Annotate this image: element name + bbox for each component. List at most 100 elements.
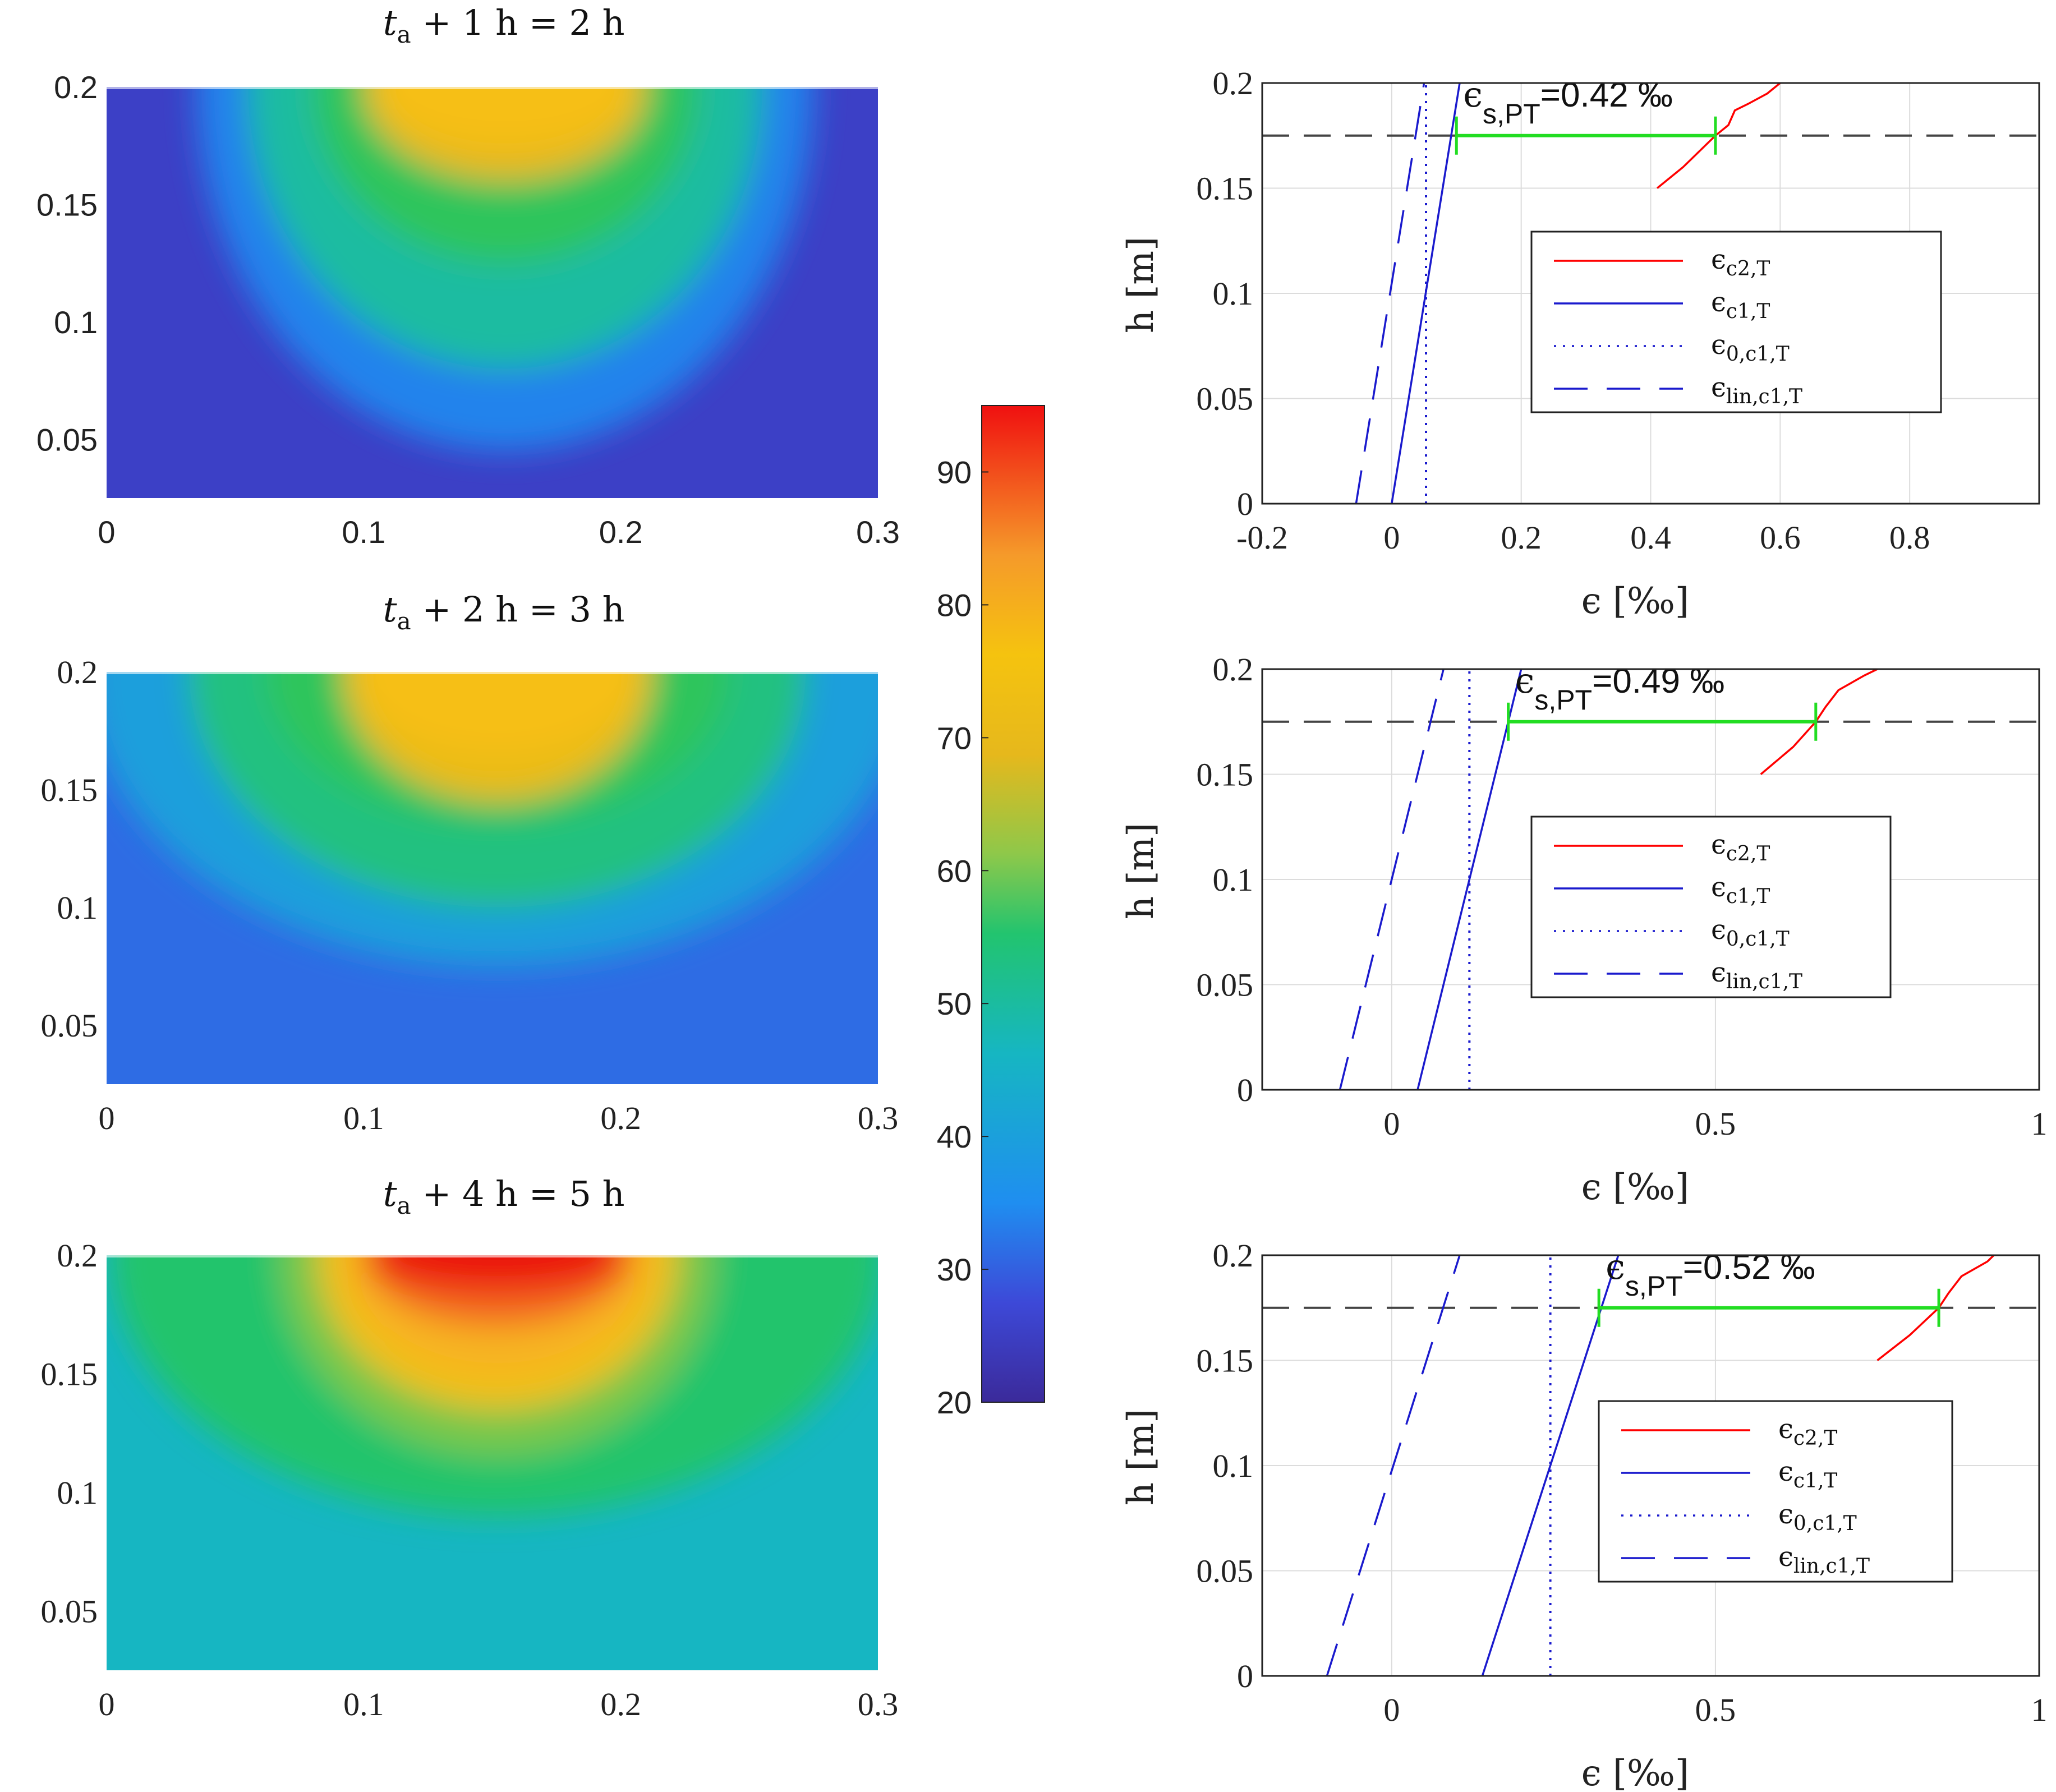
legend-symbol: ϵ <box>1711 244 1726 275</box>
annotation-label: ϵs,PT=0.52 ‰ <box>1606 1246 1815 1302</box>
chart-xlabel: ϵ [‰] <box>1581 1167 1689 1208</box>
heatmap-xtick-label: 0.2 <box>599 514 643 550</box>
chart-ytick-label: 0.05 <box>1197 381 1254 417</box>
legend-label: ϵc1,T <box>1711 872 1770 908</box>
legend-subscript: c2,T <box>1726 257 1770 280</box>
annotation-symbol: ϵ <box>1606 1246 1625 1287</box>
chart-xtick-label: 0 <box>1383 1105 1400 1142</box>
heatmap-title: ta + 1 h = 2 h <box>383 2 625 48</box>
series-line-c1-T <box>1416 669 1523 1090</box>
chart-ytick-label: 0.2 <box>1213 1237 1254 1274</box>
strain-chart-1: ϵs,PT=0.42 ‰-0.2 0 0.2 0.4 0.6 0.800.050.10.1… <box>1120 65 2040 622</box>
heatmap-ytick-label: 0.1 <box>57 1475 98 1511</box>
heatmap-ytick-label: 0.15 <box>36 187 98 222</box>
legend-symbol: ϵ <box>1711 372 1726 403</box>
chart-ytick-label: 0 <box>1237 486 1253 522</box>
strain-chart-2: ϵs,PT=0.49 ‰0 0.5 100.050.10.150.2ϵ [‰]h [… <box>1120 651 2048 1208</box>
heatmap-xtick-label: 0.3 <box>856 514 900 550</box>
heatmap-top-edge <box>107 672 878 674</box>
heatmap-top-edge <box>107 87 878 89</box>
chart-ytick-label: 0.1 <box>1213 1448 1254 1484</box>
chart-xtick-label: 0.4 <box>1630 519 1671 556</box>
chart-ytick-label: 0.15 <box>1197 171 1254 207</box>
chart-xtick-label: 1 <box>2031 1692 2048 1728</box>
legend-label: ϵlin,c1,T <box>1711 957 1802 993</box>
heatmap-ytick-label: 0.2 <box>57 654 98 690</box>
heatmap-panel-3: 0 0.1 0.2 0.3 0.05 0.1 0.15 0.2 ta + 4 h = 5 h <box>41 1173 899 1722</box>
heatmap-ytick-label: 0.05 <box>41 1007 98 1044</box>
legend-subscript: 0,c1,T <box>1726 343 1790 366</box>
annotation-symbol: ϵ <box>1515 660 1535 701</box>
legend-symbol: ϵ <box>1778 1413 1793 1445</box>
chart-legend-box <box>1598 1400 1953 1583</box>
legend-symbol: ϵ <box>1778 1456 1793 1487</box>
title-var: t <box>383 589 397 630</box>
annotation-subscript: s,PT <box>1483 98 1540 130</box>
heatmap-xtick-label: 0.1 <box>342 514 385 550</box>
chart-ytick-label: 0.2 <box>1213 651 1254 688</box>
legend-symbol: ϵ <box>1711 914 1726 946</box>
colorbar-tick-label: 60 <box>937 853 972 888</box>
heatmap-contour-5 <box>376 87 634 146</box>
chart-ytick-label: 0 <box>1237 1072 1253 1108</box>
chart-ytick-label: 0.15 <box>1197 757 1254 793</box>
chart-series-group <box>1262 1255 2039 1676</box>
legend-symbol: ϵ <box>1711 287 1726 318</box>
colorbar-tick-label: 30 <box>937 1252 972 1287</box>
annotation-value: =0.42 ‰ <box>1540 76 1673 114</box>
legend-subscript: c1,T <box>1793 1469 1838 1492</box>
legend-symbol: ϵ <box>1778 1499 1793 1530</box>
legend-label: ϵc1,T <box>1711 287 1770 323</box>
chart-axes-box <box>1261 82 2040 505</box>
title-var: t <box>383 1173 397 1214</box>
heatmap-ytick-label: 0.2 <box>57 1237 98 1274</box>
colorbar-gradient <box>981 405 1045 1403</box>
series-line-c1-T <box>1391 83 1461 504</box>
chart-axes-box <box>1261 1254 2040 1677</box>
heatmap-xtick-label: 0 <box>99 1100 115 1136</box>
chart-axes-box <box>1261 668 2040 1091</box>
annotation-value: =0.49 ‰ <box>1592 662 1724 701</box>
legend-symbol: ϵ <box>1711 872 1726 903</box>
annotation-symbol: ϵ <box>1463 74 1483 115</box>
heatmap-xtick-label: 0.2 <box>600 1100 641 1136</box>
colorbar-tick-label: 20 <box>937 1385 972 1420</box>
legend-label: ϵ0,c1,T <box>1711 329 1790 366</box>
heatmap-ytick-label: 0.1 <box>54 305 98 340</box>
heatmap-xtick-label: 0.1 <box>343 1100 384 1136</box>
chart-xlabel: ϵ [‰] <box>1581 581 1689 622</box>
series-line-c2-T <box>1656 83 1781 189</box>
legend-label: ϵc1,T <box>1778 1456 1837 1492</box>
legend-subscript: 0,c1,T <box>1726 928 1790 951</box>
chart-xtick-label: 0 <box>1383 519 1400 556</box>
title-subscript: a <box>397 1192 411 1219</box>
chart-xtick-label: 0.8 <box>1889 519 1930 556</box>
series-line-lin-c1-T <box>1355 83 1425 504</box>
heatmap-ytick-label: 0.1 <box>57 890 98 926</box>
chart-ytick-label: 0.1 <box>1213 862 1254 898</box>
heatmap-xtick-label: 0.3 <box>858 1686 899 1722</box>
legend-subscript: c1,T <box>1726 300 1770 323</box>
colorbar-tick-label: 90 <box>937 454 972 490</box>
chart-ytick-label: 0.05 <box>1197 1553 1254 1590</box>
legend-symbol: ϵ <box>1711 957 1726 988</box>
legend-subscript: lin,c1,T <box>1793 1555 1870 1578</box>
chart-series-group <box>1262 669 2039 1090</box>
series-line-c2-T <box>1876 1255 1995 1361</box>
chart-xlabel: ϵ [‰] <box>1581 1753 1689 1792</box>
chart-ylabel: h [m] <box>1120 237 1162 333</box>
heatmap-field <box>107 87 878 498</box>
heatmap-layers <box>112 1255 878 1517</box>
chart-xtick-label: -0.2 <box>1236 519 1288 556</box>
heatmap-xtick-label: 0 <box>98 514 115 550</box>
heatmap-ytick-label: 0.05 <box>41 1593 98 1629</box>
heatmap-contour-6 <box>369 1255 626 1291</box>
legend-label: ϵlin,c1,T <box>1778 1541 1870 1578</box>
chart-ytick-label: 0.05 <box>1197 967 1254 1003</box>
series-line-lin-c1-T <box>1339 669 1445 1090</box>
legend-label: ϵc2,T <box>1778 1413 1837 1450</box>
series-line-c2-T <box>1760 669 1878 775</box>
colorbar-tick-label: 80 <box>937 587 972 623</box>
series-line-c1-T <box>1481 1255 1620 1676</box>
